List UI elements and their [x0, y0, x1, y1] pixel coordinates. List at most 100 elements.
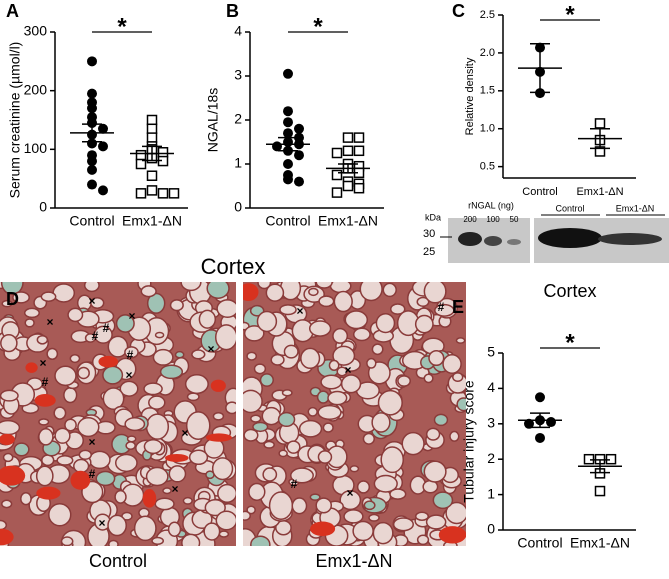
y-tick-label: 0 — [39, 199, 47, 215]
x-tick-label: Emx1-ΔN — [318, 213, 378, 229]
histology-mark: × — [125, 368, 132, 382]
tubule — [243, 510, 251, 521]
tubule — [256, 310, 278, 333]
tubule — [67, 307, 84, 323]
data-point — [524, 418, 534, 429]
cast — [243, 283, 259, 301]
tubule — [268, 491, 294, 521]
tubule — [38, 418, 50, 426]
tubule — [414, 511, 430, 521]
cast — [34, 394, 56, 407]
tubule — [332, 345, 356, 366]
x-tick-label: Emx1-ΔN — [576, 186, 623, 198]
data-point — [283, 128, 293, 139]
tubule — [265, 283, 285, 302]
data-point — [98, 185, 108, 196]
y-tick-label: 4 — [487, 379, 495, 395]
tubule — [56, 455, 74, 466]
tubule — [300, 347, 321, 370]
tubule — [442, 354, 462, 374]
tubule — [359, 282, 383, 302]
tubule — [124, 346, 139, 359]
tubule — [78, 449, 92, 460]
tubule — [35, 465, 54, 487]
y-tick-label: 4 — [234, 23, 242, 39]
tubule — [152, 348, 174, 366]
histology-mark: × — [181, 426, 188, 440]
y-tick-label: 300 — [24, 23, 48, 39]
cast — [205, 433, 232, 442]
tubule — [316, 390, 330, 404]
histology-mark: × — [296, 304, 303, 318]
tubule — [174, 350, 185, 359]
histology-mark: # — [438, 300, 445, 314]
tubule — [416, 296, 430, 307]
histology-mark: × — [98, 516, 105, 530]
tubule — [214, 324, 236, 351]
tubule — [432, 491, 454, 510]
tubule — [84, 333, 96, 343]
y-tick-label: 3 — [487, 415, 495, 431]
y-tick-label: 100 — [24, 140, 48, 156]
tubule — [366, 357, 377, 369]
tubule — [216, 299, 236, 318]
tubule — [317, 450, 333, 464]
cast — [438, 526, 466, 544]
data-point — [294, 123, 304, 134]
blot-gap — [530, 218, 534, 263]
tubule — [373, 474, 398, 493]
data-point — [331, 169, 343, 181]
tubule — [180, 282, 202, 292]
chart-title: Cortex — [543, 281, 596, 301]
y-tick-label: 2.0 — [480, 47, 495, 59]
x-tick-label: Control — [522, 186, 557, 198]
tubule — [392, 517, 414, 532]
blot-standard: rNGAL (ng) — [468, 200, 514, 210]
tubule — [13, 442, 30, 457]
data-point — [87, 164, 97, 175]
tubule — [203, 522, 221, 541]
blot-band — [507, 239, 521, 245]
data-point — [331, 187, 343, 198]
tubule — [126, 435, 137, 443]
tubule — [322, 422, 334, 433]
tubule — [363, 500, 376, 511]
tubule — [182, 496, 193, 505]
tubule — [425, 427, 441, 441]
data-point — [283, 106, 293, 117]
tubule — [225, 401, 236, 415]
x-tick-label: Control — [517, 535, 562, 551]
tubule — [217, 483, 236, 503]
tubule — [315, 282, 333, 289]
tubule — [270, 353, 285, 366]
data-point — [342, 180, 354, 192]
tubule — [143, 382, 163, 396]
tubule — [0, 389, 19, 402]
tubule — [257, 282, 272, 290]
tubule — [356, 480, 371, 494]
data-point — [283, 68, 293, 79]
tubule — [377, 389, 403, 416]
significance: * — [565, 329, 575, 356]
blot-group: Emx1-ΔN — [616, 203, 655, 213]
data-point — [535, 392, 545, 403]
data-point — [146, 185, 158, 196]
significance: * — [117, 13, 127, 40]
tubule — [414, 314, 434, 334]
tubule — [336, 366, 348, 377]
data-point — [294, 176, 304, 187]
data-point — [353, 145, 365, 157]
histology: × × × # # × × # × # × × # × × × # × × # — [0, 282, 466, 546]
cast — [142, 489, 157, 508]
cast — [25, 362, 38, 373]
data-point — [342, 145, 354, 157]
histology-mark: × — [46, 315, 53, 329]
data-point — [535, 432, 545, 443]
tubule — [308, 320, 332, 337]
micrograph — [0, 282, 236, 546]
blot-amount: 200 — [463, 215, 477, 224]
blot-unit: kDa — [425, 212, 441, 222]
blot: kDa 30 25 rNGAL (ng) 200 100 50 Control … — [423, 200, 669, 263]
caption: Control — [89, 551, 147, 571]
